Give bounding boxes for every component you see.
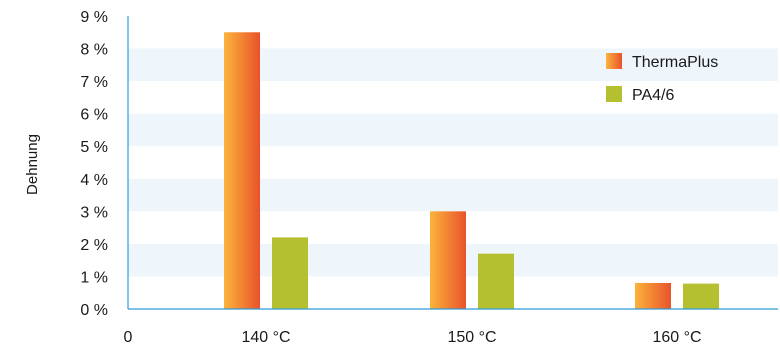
bar-pa46 [272,237,308,309]
y-tick-label: 1 % [80,269,108,286]
x-tick-label: 150 °C [447,329,496,346]
legend-swatch [606,53,622,69]
bars [224,32,719,310]
y-tick-label: 8 % [80,42,108,59]
y-tick-label: 6 % [80,107,108,124]
bar-pa46 [683,283,719,309]
x-origin-label: 0 [124,329,133,346]
y-tick-label: 5 % [80,139,108,156]
y-tick-label: 2 % [80,237,108,254]
legend-label: ThermaPlus [632,54,718,71]
legend-swatch [606,86,622,102]
axes [127,16,778,310]
y-tick-labels: 0 % 1 % 2 % 3 % 4 % 5 % 6 % 7 % 8 % 9 % [80,9,108,319]
y-tick-label: 3 % [80,204,108,221]
bar-thermaplus [224,32,260,310]
bar-pa46 [478,253,514,309]
y-tick-label: 7 % [80,74,108,91]
bar-thermaplus [430,211,466,309]
y-tick-label: 4 % [80,172,108,189]
legend: ThermaPlus PA4/6 [606,53,718,104]
legend-label: PA4/6 [632,87,675,104]
y-tick-label: 9 % [80,9,108,26]
y-tick-label: 0 % [80,302,108,319]
x-tick-labels: 0 140 °C 150 °C 160 °C [124,329,702,346]
y-axis-label: Dehnung [24,134,41,195]
x-tick-label: 160 °C [652,329,701,346]
bar-thermaplus [635,282,671,309]
x-tick-label: 140 °C [241,329,290,346]
